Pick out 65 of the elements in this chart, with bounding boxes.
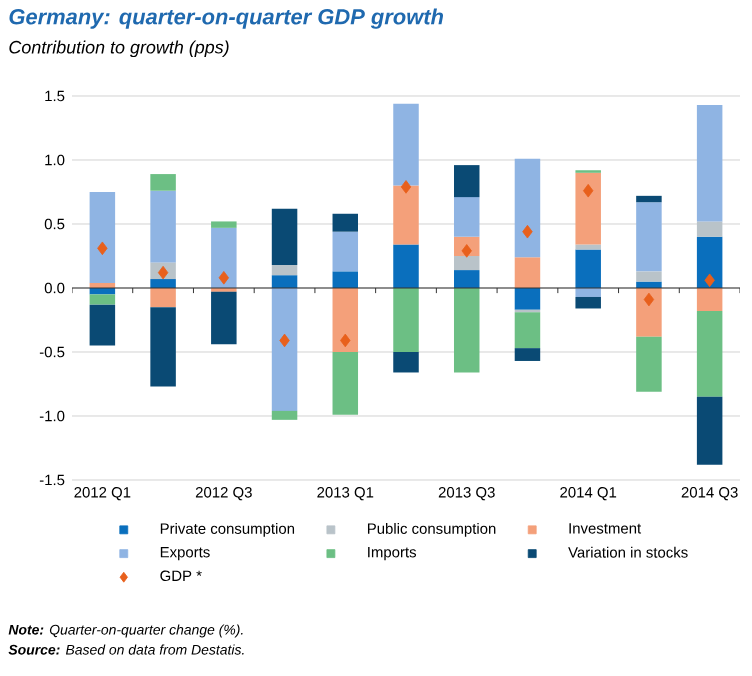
bar (453, 270, 480, 288)
bar (89, 304, 116, 346)
bar (453, 165, 480, 198)
chart-title: Germany: quarter-on-quarter GDP growth (9, 8, 444, 29)
bar (332, 231, 359, 272)
bar (89, 192, 116, 283)
bar (150, 279, 176, 288)
bar (211, 291, 237, 345)
point (279, 333, 290, 348)
bar (393, 244, 419, 288)
bar (575, 244, 601, 250)
bar (271, 208, 298, 265)
bar (575, 249, 601, 288)
bar (514, 288, 541, 310)
bar (636, 195, 662, 203)
bar (211, 221, 237, 228)
point (97, 241, 108, 256)
bar (393, 288, 419, 352)
bar (271, 410, 298, 420)
bar (453, 256, 480, 271)
bar (271, 264, 298, 276)
bar (332, 213, 359, 232)
chart-subtitle: Contribution to growth (pps) (9, 40, 229, 58)
bar (332, 271, 359, 288)
point (704, 273, 715, 288)
bar (696, 104, 723, 222)
point (340, 333, 351, 348)
bar (514, 348, 541, 361)
bar (575, 288, 601, 297)
bar (89, 294, 116, 305)
bar (332, 288, 359, 352)
bar (514, 257, 541, 288)
bar (150, 190, 176, 263)
bar (453, 288, 480, 373)
bar (575, 296, 601, 309)
bar (332, 352, 359, 415)
bar (150, 174, 176, 191)
bar (271, 288, 298, 411)
point (643, 292, 655, 307)
bar (636, 336, 662, 392)
bar (636, 202, 662, 272)
bar (696, 396, 723, 465)
bar (514, 158, 541, 258)
bar (696, 221, 723, 237)
bar (393, 352, 419, 373)
point (218, 270, 229, 285)
bar (696, 311, 723, 397)
bar (150, 288, 176, 308)
bar (150, 307, 176, 387)
bar (575, 172, 601, 245)
bar (696, 236, 723, 288)
point (583, 183, 594, 198)
bar (211, 227, 237, 288)
bar (393, 103, 419, 186)
bar (393, 185, 419, 245)
point (157, 265, 169, 280)
point (461, 244, 472, 258)
bar (636, 288, 662, 337)
bar (514, 312, 541, 349)
point (522, 224, 533, 239)
bar (636, 271, 662, 282)
point (400, 180, 412, 194)
bar (271, 275, 298, 288)
bar (453, 197, 480, 237)
bar (696, 288, 723, 312)
